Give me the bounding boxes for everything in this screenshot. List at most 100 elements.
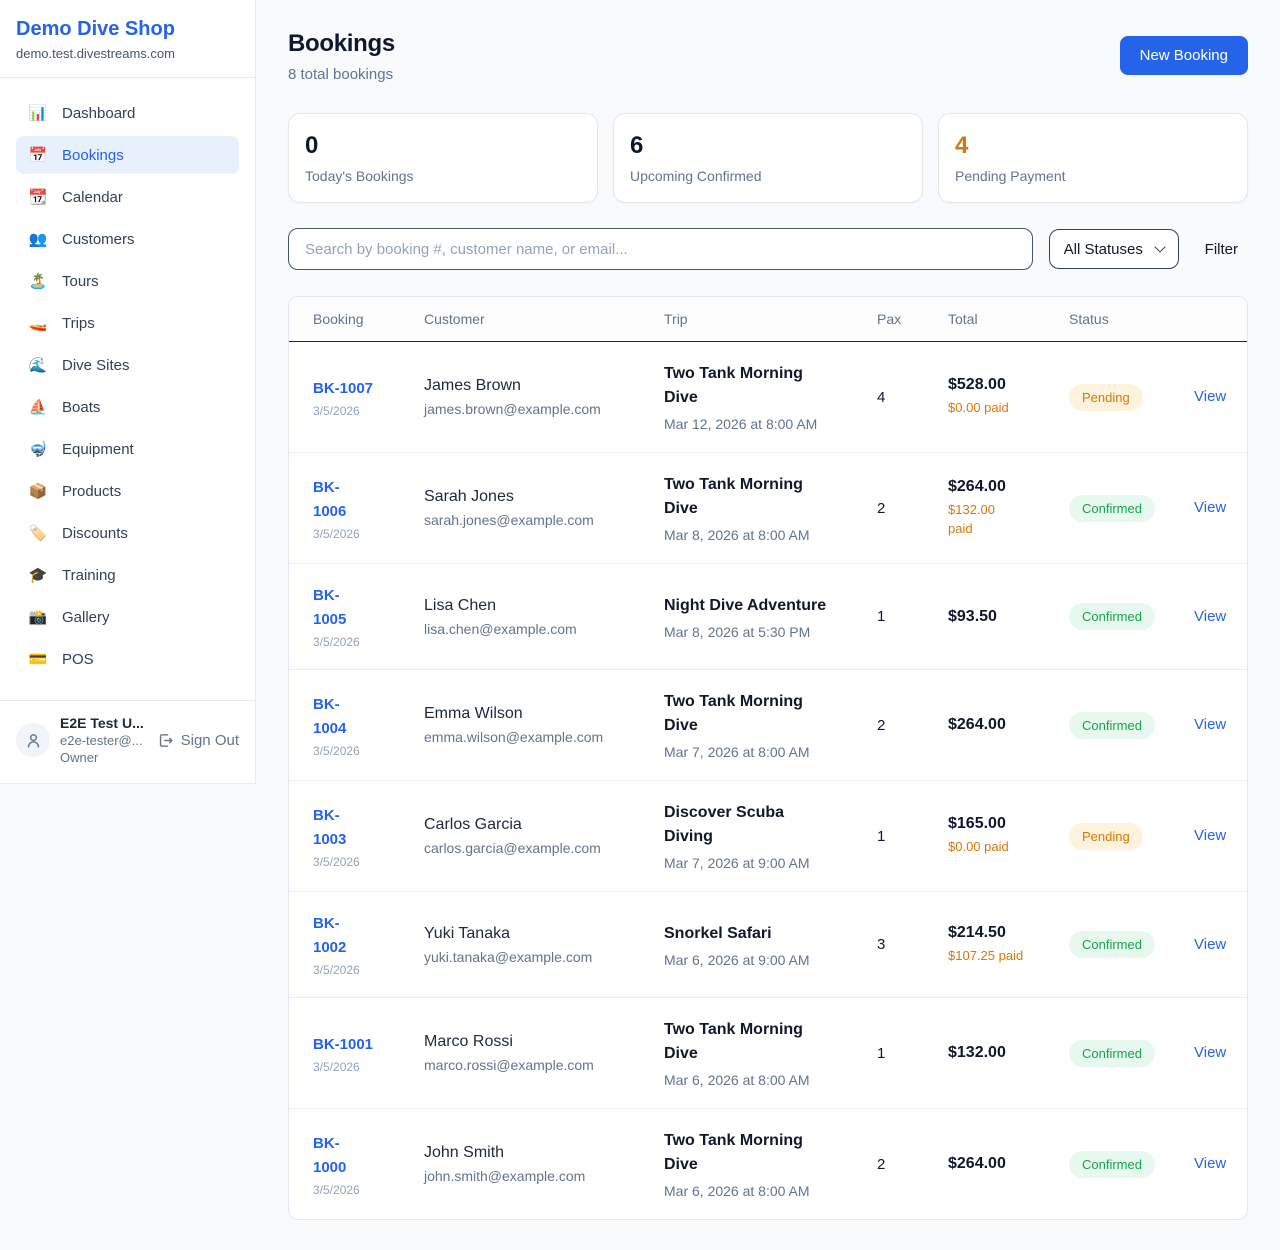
view-link[interactable]: View	[1194, 607, 1227, 625]
table-body: BK-1007 3/5/2026 James Brown james.brown…	[289, 342, 1247, 1219]
sidebar-item-discounts[interactable]: 🏷️ Discounts	[16, 514, 239, 552]
customer-email: john.smith@example.com	[424, 1168, 586, 1184]
sidebar-item-dashboard[interactable]: 📊 Dashboard	[16, 94, 239, 132]
sidebar-item-boats[interactable]: ⛵ Boats	[16, 388, 239, 426]
total-amount: $132.00	[948, 1044, 1006, 1061]
sidebar-item-label: Dive Sites	[62, 356, 130, 374]
sidebar-item-trips[interactable]: 🚤 Trips	[16, 304, 239, 342]
total-amount: $214.50	[948, 923, 1006, 941]
filter-button[interactable]: Filter	[1195, 241, 1248, 258]
customer-cell: Yuki Tanaka yuki.tanaka@example.com	[424, 925, 664, 965]
trip-datetime: Mar 6, 2026 at 8:00 AM	[664, 1072, 810, 1088]
customers-icon: 👥	[28, 231, 48, 248]
view-link[interactable]: View	[1194, 1044, 1227, 1061]
col-header-customer: Customer	[424, 311, 485, 327]
sidebar-item-pos[interactable]: 💳 POS	[16, 640, 239, 678]
customer-email: carlos.garcia@example.com	[424, 840, 601, 856]
trip-datetime: Mar 7, 2026 at 8:00 AM	[664, 744, 810, 760]
status-badge: Confirmed	[1069, 711, 1155, 739]
sidebar-item-training[interactable]: 🎓 Training	[16, 556, 239, 594]
booking-id-link[interactable]: BK-1001	[313, 1035, 374, 1053]
status-cell: Confirmed	[1069, 603, 1194, 630]
sidebar-item-label: Gallery	[62, 608, 110, 626]
sidebar-item-products[interactable]: 📦 Products	[16, 472, 239, 510]
view-link[interactable]: View	[1194, 716, 1227, 733]
customer-email: marco.rossi@example.com	[424, 1057, 594, 1073]
view-link[interactable]: View	[1194, 827, 1227, 844]
sidebar-item-customers[interactable]: 👥 Customers	[16, 220, 239, 258]
trip-datetime: Mar 8, 2026 at 5:30 PM	[664, 623, 811, 640]
status-badge: Pending	[1069, 822, 1143, 850]
booking-id-link[interactable]: BK- 1002	[313, 915, 347, 956]
customer-cell: Emma Wilson emma.wilson@example.com	[424, 705, 664, 745]
customer-name: Lisa Chen	[424, 596, 497, 614]
pax-cell: 3	[877, 936, 886, 953]
sidebar-item-equipment[interactable]: 🤿 Equipment	[16, 430, 239, 468]
booking-id-link[interactable]: BK- 1005	[313, 587, 347, 628]
booking-date: 3/5/2026	[313, 854, 360, 869]
status-badge: Confirmed	[1069, 1150, 1155, 1178]
status-badge: Confirmed	[1069, 603, 1155, 630]
controls-bar: All Statuses Filter	[288, 228, 1248, 270]
view-link[interactable]: View	[1194, 499, 1227, 516]
trip-cell: Two Tank Morning Dive Mar 8, 2026 at 8:0…	[664, 473, 877, 543]
stat-card: 4 Pending Payment	[938, 113, 1248, 203]
booking-id-link[interactable]: BK- 1004	[313, 695, 347, 737]
view-link[interactable]: View	[1194, 388, 1227, 405]
sidebar-item-label: Trips	[62, 314, 95, 332]
col-header-total: Total	[948, 311, 978, 327]
table-header-row: Booking Customer Trip Pax Total Status	[289, 297, 1247, 342]
booking-id-link[interactable]: BK-1007	[313, 379, 374, 397]
stat-value: 6	[630, 132, 644, 159]
sidebar-item-label: Boats	[62, 398, 101, 416]
trip-datetime: Mar 6, 2026 at 9:00 AM	[664, 951, 810, 968]
customer-email: emma.wilson@example.com	[424, 729, 604, 745]
trip-cell: Two Tank Morning Dive Mar 6, 2026 at 8:0…	[664, 1129, 877, 1199]
total-cell: $132.00	[948, 1044, 1069, 1062]
sign-out-button[interactable]: Sign Out	[157, 732, 239, 749]
trip-cell: Two Tank Morning Dive Mar 12, 2026 at 8:…	[664, 362, 877, 432]
status-select[interactable]: All Statuses	[1048, 229, 1179, 269]
trip-name: Discover Scuba Diving	[664, 804, 785, 845]
total-cell: $264.00	[948, 716, 1069, 734]
sidebar-item-dive-sites[interactable]: 🌊 Dive Sites	[16, 346, 239, 384]
stat-value: 0	[305, 132, 319, 159]
customer-name: Carlos Garcia	[424, 816, 522, 833]
status-cell: Pending	[1069, 383, 1194, 411]
main-content: Bookings 8 total bookings New Booking 0 …	[256, 0, 1280, 1250]
page-header: Bookings 8 total bookings New Booking	[288, 30, 1248, 83]
customer-email: yuki.tanaka@example.com	[424, 948, 593, 965]
sidebar-item-gallery[interactable]: 📸 Gallery	[16, 598, 239, 636]
sidebar-item-bookings[interactable]: 📅 Bookings	[16, 136, 239, 174]
new-booking-button[interactable]: New Booking	[1119, 36, 1248, 75]
trip-cell: Snorkel Safari Mar 6, 2026 at 9:00 AM	[664, 922, 877, 968]
pax-cell: 2	[877, 716, 886, 734]
booking-id-link[interactable]: BK- 1003	[313, 806, 347, 848]
search-input[interactable]	[288, 228, 1033, 270]
table-row: BK- 1006 3/5/2026 Sarah Jones sarah.jone…	[289, 453, 1247, 564]
booking-id-link[interactable]: BK- 1000	[313, 1134, 347, 1176]
stat-label: Pending Payment	[955, 168, 1066, 184]
booking-date: 3/5/2026	[313, 1182, 360, 1197]
trip-cell: Discover Scuba Diving Mar 7, 2026 at 9:0…	[664, 801, 877, 871]
booking-id-link[interactable]: BK- 1006	[313, 478, 347, 520]
col-header-trip: Trip	[664, 311, 688, 327]
sidebar-item-calendar[interactable]: 📆 Calendar	[16, 178, 239, 216]
sidebar-item-tours[interactable]: 🏝️ Tours	[16, 262, 239, 300]
total-amount: $264.00	[948, 1155, 1006, 1172]
trip-name: Two Tank Morning Dive	[664, 1132, 803, 1173]
sidebar-item-label: Discounts	[62, 524, 128, 542]
customer-name: Emma Wilson	[424, 705, 523, 722]
paid-amount: $132.00 paid	[948, 501, 995, 536]
customer-name: James Brown	[424, 377, 521, 394]
training-icon: 🎓	[28, 567, 48, 584]
total-cell: $93.50	[948, 608, 1069, 626]
view-link[interactable]: View	[1194, 935, 1227, 953]
user-icon	[27, 733, 39, 748]
actions-cell: View	[1194, 936, 1240, 954]
sidebar-item-label: Products	[62, 482, 122, 500]
trip-name: Night Dive Adventure	[664, 596, 827, 614]
view-link[interactable]: View	[1194, 1155, 1227, 1172]
status-cell: Confirmed	[1069, 494, 1194, 522]
sidebar-item-label: Bookings	[62, 146, 124, 164]
